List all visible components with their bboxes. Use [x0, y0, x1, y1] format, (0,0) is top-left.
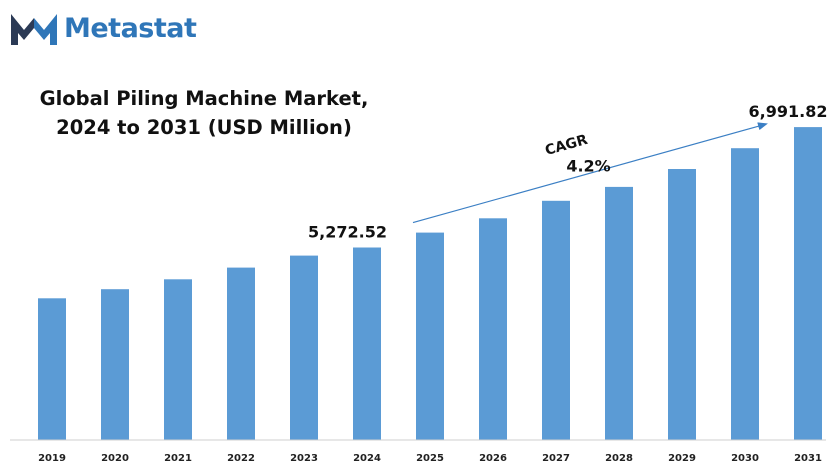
x-tick-label-2021: 2021: [164, 453, 192, 464]
data-label-2024: 5,272.52: [308, 223, 387, 242]
chart-title-line-2: 2024 to 2031 (USD Million): [56, 116, 352, 139]
x-tick-label-2029: 2029: [668, 453, 696, 464]
x-tick-label-2020: 2020: [101, 453, 129, 464]
cagr-value: 4.2%: [566, 156, 610, 175]
x-tick-label-2028: 2028: [605, 453, 633, 464]
x-tick-label-2025: 2025: [416, 453, 444, 464]
x-tick-label-2023: 2023: [290, 453, 318, 464]
x-tick-label-2030: 2030: [731, 453, 759, 464]
bar-2030: [731, 148, 759, 440]
bar-2020: [101, 289, 129, 440]
bar-2031: [794, 127, 822, 440]
bar-2027: [542, 200, 570, 440]
bar-2023: [290, 255, 318, 440]
bar-2019: [38, 298, 66, 440]
bar-2028: [605, 186, 633, 440]
cagr-label: CAGR: [543, 132, 589, 159]
metastat-m-logo-icon: [11, 14, 57, 45]
bar-2024: [353, 247, 381, 440]
data-label-2031: 6,991.82: [749, 102, 828, 121]
cagr-arrow: [412, 122, 768, 224]
bar-2021: [164, 279, 192, 440]
bar-2026: [479, 218, 507, 440]
x-tick-label-2022: 2022: [227, 453, 255, 464]
brand-logo: Metastat: [8, 6, 197, 50]
chart-title-line-1: Global Piling Machine Market,: [39, 87, 369, 110]
chart-title: Global Piling Machine Market, 2024 to 20…: [18, 84, 390, 142]
x-tick-label-2024: 2024: [353, 453, 381, 464]
bar-2025: [416, 232, 444, 440]
bar-2022: [227, 267, 255, 440]
x-tick-label-2031: 2031: [794, 453, 822, 464]
x-tick-label-2027: 2027: [542, 453, 570, 464]
x-tick-label-2019: 2019: [38, 453, 66, 464]
brand-name: Metastat: [64, 12, 197, 44]
x-tick-label-2026: 2026: [479, 453, 507, 464]
bar-2029: [668, 169, 696, 440]
